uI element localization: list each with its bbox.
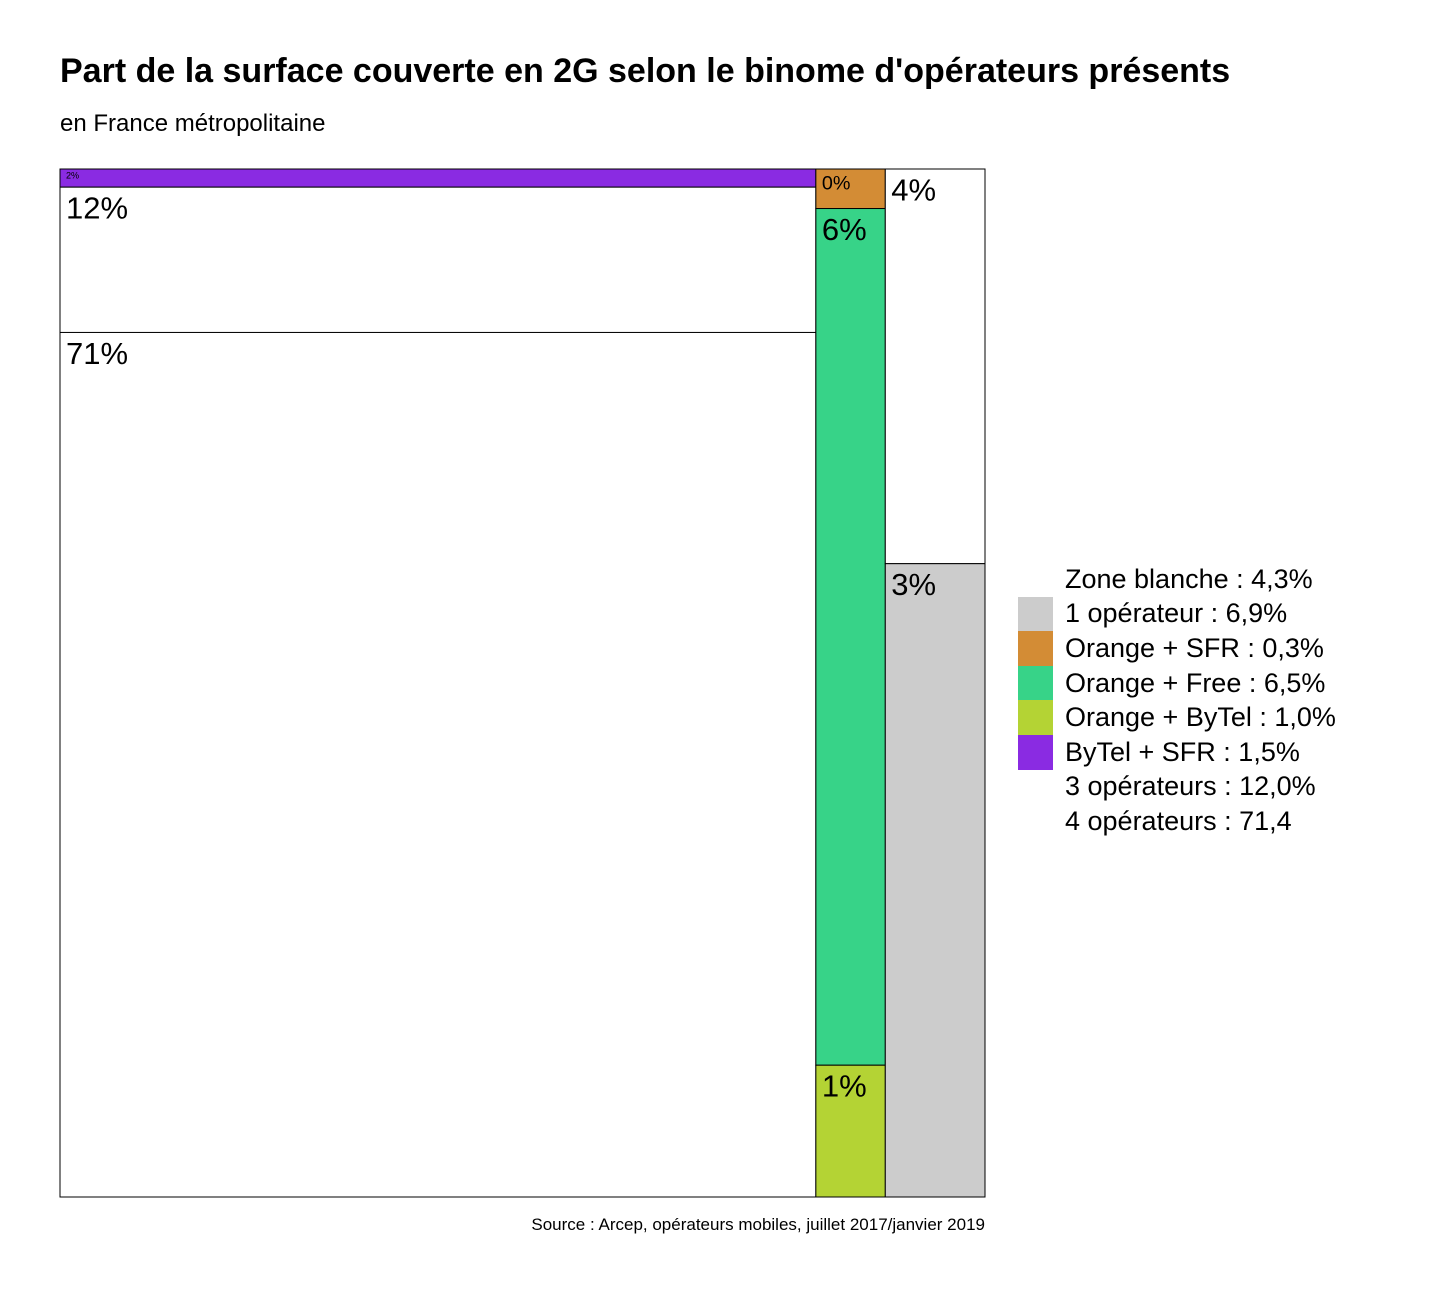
legend-item-7: 4 opérateurs : 71,4 [1018,804,1336,839]
legend-swatch-7 [1018,804,1053,839]
treemap-cell-label-6: 4% [891,172,936,207]
legend-label-6: 3 opérateurs : 12,0% [1065,771,1316,802]
legend-swatch-1 [1018,596,1053,632]
legend-swatch-0 [1018,562,1053,597]
legend-swatch-2 [1018,631,1053,666]
legend-item-5: ByTel + SFR : 1,5% [1018,734,1336,770]
legend-label-4: Orange + ByTel : 1,0% [1065,702,1336,733]
treemap-cell-2 [59,331,817,1198]
treemap-cell-label-0: 2% [66,170,79,180]
chart-subtitle: en France métropolitaine [60,110,326,137]
legend-item-4: Orange + ByTel : 1,0% [1018,700,1336,735]
legend-item-2: Orange + SFR : 0,3% [1018,631,1336,666]
legend-label-2: Orange + SFR : 0,3% [1065,632,1324,663]
treemap-cell-1 [59,186,817,333]
treemap-cell-label-7: 3% [891,567,936,602]
legend-swatch-6 [1018,769,1053,805]
legend-item-3: Orange + Free : 6,5% [1018,665,1336,701]
treemap-cell-label-2: 71% [66,336,128,371]
legend-label-7: 4 opérateurs : 71,4 [1065,805,1292,836]
legend-label-3: Orange + Free : 6,5% [1065,667,1326,698]
legend-item-0: Zone blanche : 4,3% [1018,562,1336,597]
legend-item-1: 1 opérateur : 6,9% [1018,596,1336,632]
treemap-cell-6 [884,168,986,565]
legend-label-1: 1 opérateur : 6,9% [1065,598,1288,629]
legend-label-0: Zone blanche : 4,3% [1065,563,1313,594]
legend: Zone blanche : 4,3% 1 opérateur : 6,9% Ora… [1018,562,1336,839]
legend-swatch-3 [1018,665,1053,701]
treemap-cell-label-3: 0% [822,173,851,195]
legend-item-6: 3 opérateurs : 12,0% [1018,769,1336,805]
treemap-cell-label-4: 6% [822,212,867,247]
treemap-chart: 2% 12% 71% 0% 6% 1% 4% 3% [59,168,986,1198]
chart-title: Part de la surface couverte en 2G selon … [60,52,1231,90]
treemap-cell-label-5: 1% [822,1069,867,1104]
treemap-cell-4 [815,208,886,1066]
legend-label-5: ByTel + SFR : 1,5% [1065,736,1300,767]
legend-swatch-5 [1018,734,1053,770]
source-note: Source : Arcep, opérateurs mobiles, juil… [531,1215,985,1234]
treemap-cell-label-1: 12% [66,191,128,226]
treemap-cell-7 [884,563,986,1198]
legend-swatch-4 [1018,700,1053,735]
treemap-cell-0 [59,168,817,188]
